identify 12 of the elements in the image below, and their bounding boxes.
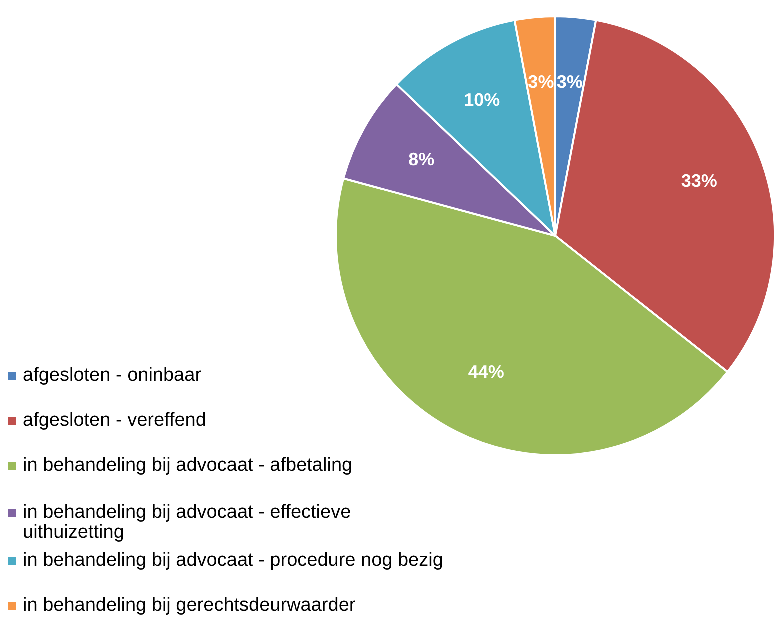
legend-label: afgesloten - oninbaar xyxy=(23,365,202,386)
legend-label: in behandeling bij gerechtsdeurwaarder xyxy=(23,595,356,616)
legend-label: afgesloten - vereffend xyxy=(23,410,206,431)
legend-label: in behandeling bij advocaat - effectieve uithuizetting xyxy=(23,502,352,543)
data-label: 33% xyxy=(681,171,718,192)
data-label: 44% xyxy=(468,362,504,382)
data-label: 3% xyxy=(556,72,583,92)
legend-label: in behandeling bij advocaat - afbetaling xyxy=(23,455,353,476)
data-label: 3% xyxy=(528,72,554,92)
legend-label: in behandeling bij advocaat - procedure nog bezig xyxy=(23,550,444,571)
data-label: 10% xyxy=(464,90,500,110)
data-label: 8% xyxy=(408,150,435,170)
